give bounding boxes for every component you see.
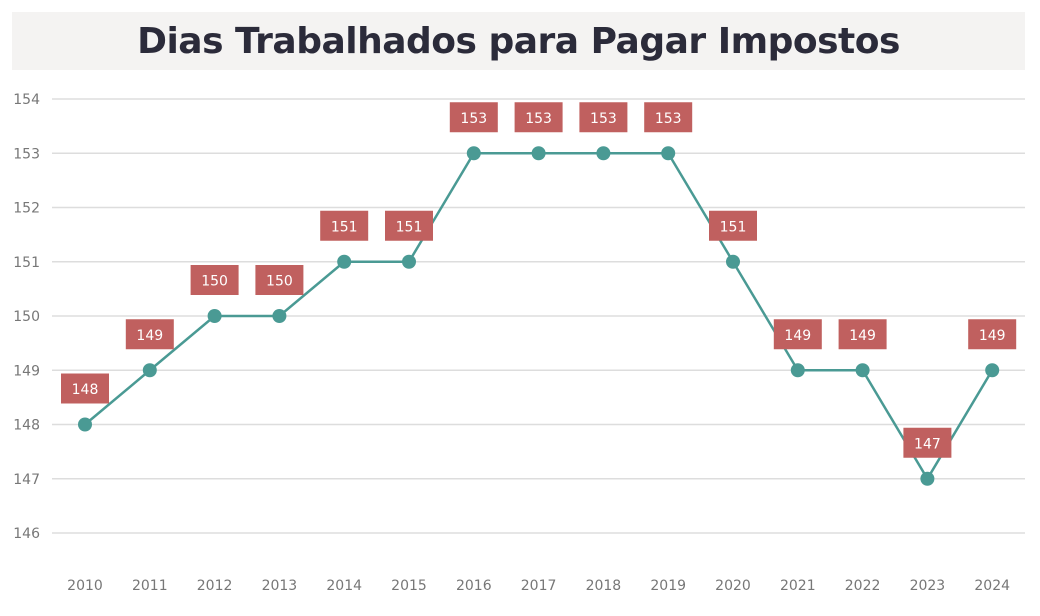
x-tick-label: 2017: [521, 578, 557, 594]
y-tick-label: 148: [13, 418, 40, 434]
x-tick-label: 2016: [456, 578, 492, 594]
data-label-box: [190, 265, 239, 295]
y-tick-label: 154: [13, 92, 40, 108]
y-tick-label: 151: [13, 255, 40, 271]
data-point: [985, 363, 1000, 378]
data-point: [78, 417, 92, 432]
x-tick-label: 2015: [391, 578, 427, 594]
data-point: [531, 146, 546, 161]
data-label: 151: [331, 219, 358, 235]
data-label: 153: [590, 111, 617, 127]
data-label-box: [61, 373, 109, 404]
y-tick-label: 149: [13, 363, 40, 379]
x-tick-label: 2020: [715, 578, 751, 594]
data-label-box: [709, 210, 757, 241]
y-tick-label: 150: [13, 309, 40, 325]
data-point: [596, 146, 611, 161]
data-label-box: [838, 319, 887, 350]
x-tick-label: 2012: [197, 578, 233, 594]
data-point: [790, 363, 805, 378]
data-label: 153: [460, 111, 487, 127]
data-point: [142, 363, 157, 378]
data-label-box: [579, 102, 628, 133]
data-label: 149: [979, 328, 1006, 344]
x-tick-label: 2019: [650, 578, 686, 594]
data-label: 150: [266, 274, 293, 290]
data-label: 149: [784, 328, 811, 344]
x-tick-label: 2024: [974, 578, 1010, 594]
x-tick-label: 2018: [586, 578, 622, 594]
data-label: 147: [914, 436, 941, 452]
y-tick-label: 152: [13, 201, 40, 217]
data-label-box: [514, 102, 563, 133]
x-tick-label: 2013: [262, 578, 298, 594]
data-label-box: [385, 210, 433, 241]
data-label: 149: [136, 328, 163, 344]
data-label-box: [644, 102, 693, 133]
data-point: [466, 146, 481, 161]
data-label-box: [125, 319, 174, 350]
data-label-box: [903, 427, 952, 458]
data-point: [402, 254, 416, 269]
data-label: 149: [849, 328, 876, 344]
x-tick-label: 2011: [132, 578, 168, 594]
data-point: [207, 309, 222, 323]
data-point: [337, 254, 352, 269]
data-label-box: [968, 319, 1017, 350]
y-tick-label: 147: [13, 472, 40, 488]
x-tick-label: 2010: [67, 578, 103, 594]
y-tick-label: 146: [13, 526, 40, 542]
data-point: [855, 363, 870, 378]
data-label-box: [320, 210, 369, 241]
data-point: [661, 146, 676, 161]
data-label: 153: [655, 111, 682, 127]
data-point: [272, 309, 287, 323]
x-tick-label: 2014: [326, 578, 362, 594]
chart-title: Dias Trabalhados para Pagar Impostos: [137, 20, 900, 62]
data-label: 148: [72, 382, 99, 398]
data-label: 150: [201, 274, 228, 290]
data-label: 153: [525, 111, 552, 127]
x-tick-label: 2023: [910, 578, 946, 594]
y-tick-label: 153: [13, 146, 40, 162]
data-label: 151: [720, 219, 747, 235]
data-point: [920, 471, 935, 486]
x-tick-label: 2022: [845, 578, 881, 594]
data-label-box: [773, 319, 822, 350]
title-bar: Dias Trabalhados para Pagar Impostos: [12, 12, 1025, 70]
data-label: 151: [396, 219, 423, 235]
x-tick-label: 2021: [780, 578, 816, 594]
data-point: [726, 254, 740, 269]
data-label-box: [255, 265, 304, 295]
data-label-box: [449, 102, 498, 133]
